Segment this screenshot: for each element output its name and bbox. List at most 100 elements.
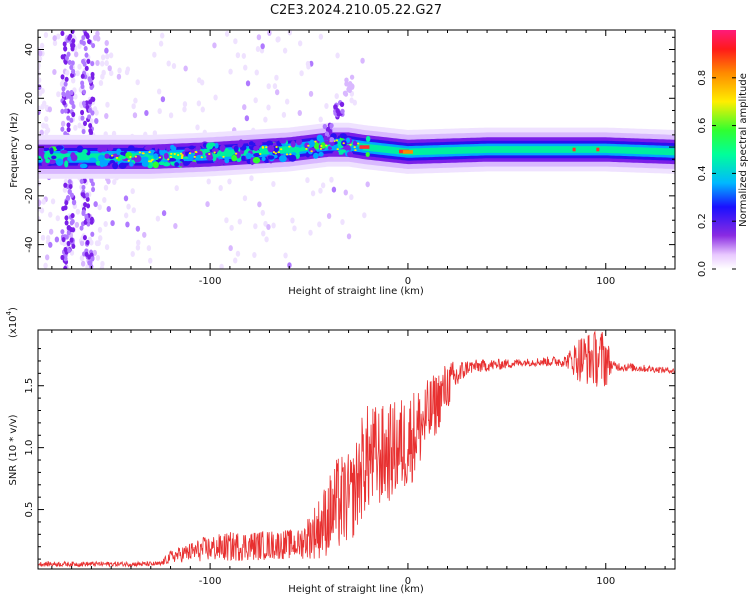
noise-speck [244, 115, 250, 122]
noise-speck [228, 245, 233, 252]
ridge-peak [307, 144, 310, 147]
noise-speck [142, 231, 147, 238]
noise-speck [104, 244, 110, 251]
noise-speck [266, 83, 271, 90]
noise-speck [349, 194, 354, 201]
noise-speck [63, 108, 68, 114]
noise-speck [157, 108, 162, 115]
noise-speck [68, 183, 73, 190]
noise-speck [152, 51, 157, 58]
noise-speck [243, 64, 248, 71]
ridge-blob [196, 154, 204, 159]
ridge-blob [188, 145, 195, 150]
noise-speck [71, 243, 76, 249]
noise-speck [349, 97, 354, 104]
ridge-blob [141, 161, 149, 167]
spectrogram-y-axis-label: Frequency (Hz) [9, 112, 20, 188]
noise-speck [253, 97, 258, 104]
ridge-peak [274, 152, 277, 155]
noise-speck [95, 35, 101, 42]
noise-speck [343, 189, 348, 196]
x-tick-label: -100 [199, 576, 222, 587]
ridge-blob [202, 142, 208, 148]
plume-speck [342, 90, 348, 96]
noise-speck [81, 128, 86, 135]
ridge-blob [98, 154, 105, 162]
ridge-peak [115, 156, 119, 159]
noise-speck [287, 262, 292, 269]
x-tick-label: 100 [596, 276, 615, 287]
noise-speck [43, 32, 49, 39]
noise-speck [80, 115, 85, 121]
noise-speck [63, 182, 68, 188]
noise-speck [84, 52, 89, 58]
noise-speck [235, 52, 241, 59]
plume-speck [349, 74, 355, 80]
noise-speck [91, 42, 96, 49]
x-tick-label: 0 [405, 276, 411, 287]
ridge-blob [319, 136, 324, 144]
hot-spot [596, 147, 600, 152]
ridge-peak [234, 152, 238, 155]
plume-speck [323, 135, 328, 141]
noise-speck [237, 218, 243, 225]
noise-speck [64, 76, 69, 82]
ridge-peak [169, 156, 173, 159]
noise-speck [130, 188, 135, 195]
ridge-blob [187, 152, 195, 160]
noise-speck [158, 40, 164, 47]
colorbar-tick-label: 0.8 [697, 70, 708, 86]
noise-speck [63, 265, 68, 269]
noise-speck [182, 101, 188, 108]
ridge-blob [79, 163, 88, 169]
ridge-peak [193, 155, 196, 158]
noise-speck [38, 55, 43, 62]
noise-speck [62, 41, 67, 47]
ridge-peak [158, 156, 162, 159]
ridge-blob [118, 162, 127, 169]
noise-speck [318, 116, 323, 123]
noise-speck [130, 251, 135, 258]
noise-speck [308, 229, 313, 236]
ridge-blob [346, 151, 354, 158]
y-tick-label: 1.5 [24, 378, 35, 394]
noise-speck [44, 116, 49, 123]
noise-speck [166, 60, 171, 67]
noise-speck [82, 61, 87, 67]
noise-speck [38, 199, 42, 206]
noise-speck [67, 179, 72, 185]
ridge-peak [200, 156, 203, 159]
colorbar-ticks: 0.0 0.2 0.4 0.6 0.8 [697, 70, 736, 277]
noise-speck [132, 112, 138, 119]
ridge-blob [195, 145, 201, 151]
noise-speck [340, 218, 345, 225]
noise-speck [81, 192, 86, 198]
noise-speck [41, 198, 46, 205]
ridge-peak [310, 150, 313, 153]
ridge-peak [288, 145, 291, 148]
noise-speck [331, 186, 337, 193]
noise-speck [266, 223, 271, 230]
noise-speck [87, 114, 92, 120]
noise-speck [81, 209, 86, 215]
noise-speck [97, 204, 102, 211]
noise-speck [160, 96, 166, 103]
noise-speck [109, 70, 114, 77]
spectrogram-heatmap [38, 30, 675, 269]
noise-speck [284, 98, 290, 105]
noise-speck [91, 96, 96, 103]
ridge-peak [180, 155, 184, 158]
noise-speck [70, 42, 75, 49]
noise-speck [199, 79, 205, 86]
ridge-blob [49, 147, 54, 155]
snr-multiplier-exponent: 4 [5, 310, 13, 315]
ridge-blob [339, 149, 347, 154]
ridge-blob [55, 158, 64, 166]
noise-speck [106, 178, 111, 185]
ridge-blob [295, 137, 303, 146]
ridge-peak [314, 140, 317, 143]
noise-speck [123, 212, 129, 219]
noise-speck [66, 122, 71, 128]
noise-speck [62, 186, 68, 193]
noise-speck [81, 40, 86, 46]
